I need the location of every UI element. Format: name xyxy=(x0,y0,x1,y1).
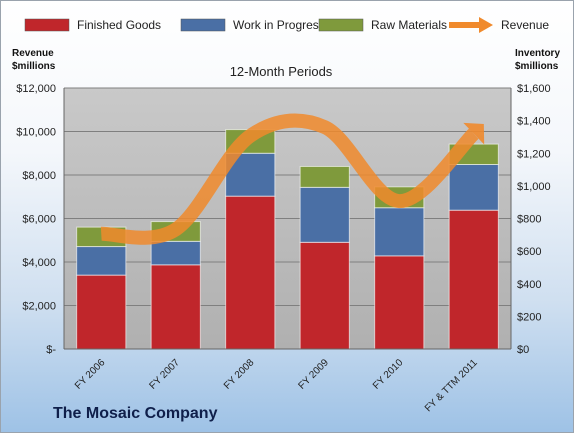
legend-swatch xyxy=(319,19,363,31)
legend-label: Revenue xyxy=(501,18,549,32)
x-tick-label: FY 2007 xyxy=(147,357,182,392)
chart-title: 12-Month Periods xyxy=(230,64,333,79)
right-tick-label: $0 xyxy=(517,344,529,356)
right-tick-label: $1,200 xyxy=(517,148,551,160)
right-tick-label: $1,400 xyxy=(517,116,551,128)
left-tick-label: $12,000 xyxy=(16,83,56,95)
right-tick-label: $200 xyxy=(517,311,541,323)
bar-work-in-progress xyxy=(449,165,498,211)
bar-raw-materials xyxy=(300,166,349,187)
x-tick-label: FY 2010 xyxy=(371,357,406,392)
right-axis-label-line2: $millions xyxy=(515,61,559,72)
x-tick-label: FY 2008 xyxy=(222,357,257,392)
company-name: The Mosaic Company xyxy=(53,405,217,423)
x-tick-label: FY 2006 xyxy=(73,357,108,392)
left-tick-label: $2,000 xyxy=(22,301,56,313)
left-tick-label: $- xyxy=(46,344,56,356)
x-tick-label: FY 2009 xyxy=(296,357,331,392)
bar-work-in-progress xyxy=(375,208,424,256)
left-tick-label: $8,000 xyxy=(22,170,56,182)
right-tick-label: $400 xyxy=(517,279,541,291)
bar-finished-goods xyxy=(300,242,349,349)
left-tick-label: $6,000 xyxy=(22,214,56,226)
legend-label: Finished Goods xyxy=(77,18,161,32)
bar-work-in-progress xyxy=(300,187,349,242)
bar-finished-goods xyxy=(375,256,424,349)
right-axis-label-line1: Inventory xyxy=(515,48,560,59)
left-tick-label: $10,000 xyxy=(16,127,56,139)
left-axis-label-line2: $millions xyxy=(12,61,56,72)
legend: Finished Goods Work in Progress Raw Materi… xyxy=(25,17,549,33)
legend-label: Raw Materials xyxy=(371,18,447,32)
right-tick-label: $800 xyxy=(517,214,541,226)
right-tick-label: $1,600 xyxy=(517,83,551,95)
bar-work-in-progress xyxy=(151,241,200,264)
right-tick-label: $1,000 xyxy=(517,181,551,193)
legend-swatch xyxy=(25,19,69,31)
x-tick-label: FY & TTM 2011 xyxy=(423,357,480,414)
bar-finished-goods xyxy=(77,275,126,349)
bar-finished-goods xyxy=(226,196,275,349)
legend-label: Work in Progress xyxy=(233,18,325,32)
legend-arrow-icon xyxy=(479,17,493,33)
bar-finished-goods xyxy=(151,265,200,349)
bar-work-in-progress xyxy=(77,247,126,276)
right-tick-label: $600 xyxy=(517,246,541,258)
left-axis-label-line1: Revenue xyxy=(12,48,54,59)
legend-swatch xyxy=(181,19,225,31)
left-tick-label: $4,000 xyxy=(22,257,56,269)
bar-finished-goods xyxy=(449,210,498,349)
